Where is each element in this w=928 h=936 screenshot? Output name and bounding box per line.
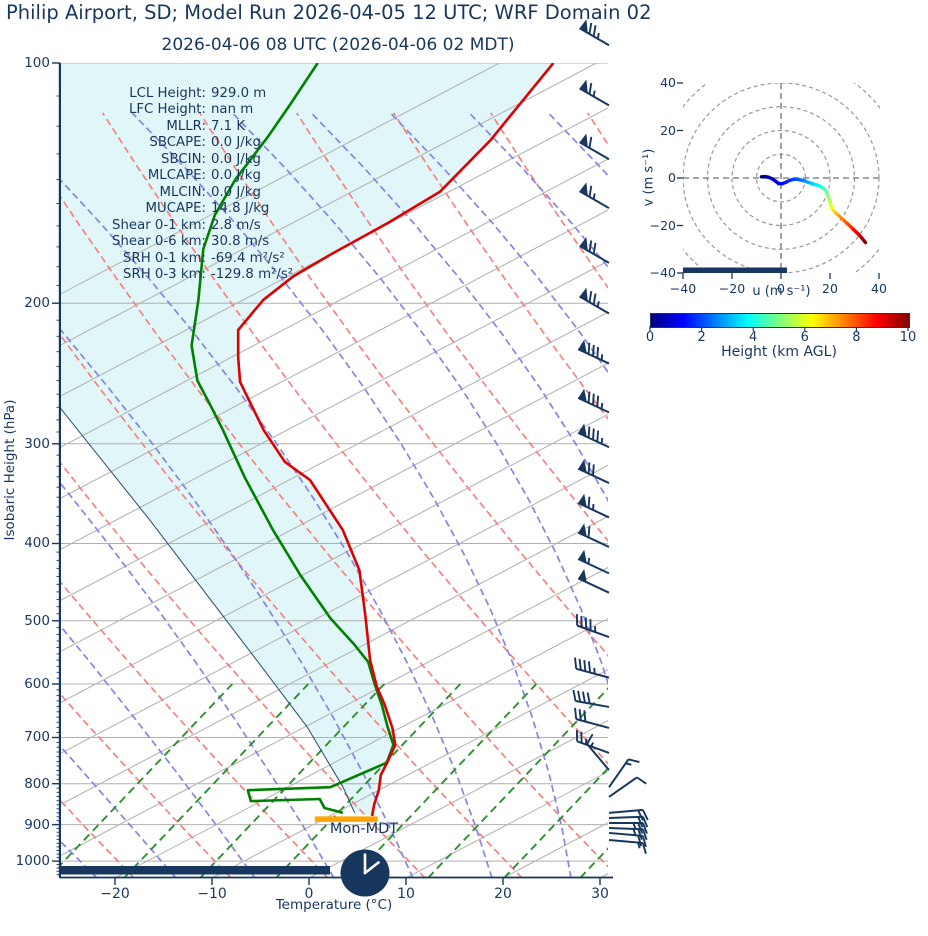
- hodo-u-tick-label: 0: [777, 281, 785, 296]
- temp-tick-label: 20: [494, 886, 512, 902]
- pressure-tick-label: 400: [24, 535, 50, 552]
- stat-value: 0.0 J/kg: [211, 168, 261, 184]
- pressure-tick-label: 800: [24, 775, 50, 792]
- stat-label: SBCAPE:: [149, 135, 206, 151]
- colorbar-tick-label: 8: [852, 330, 861, 345]
- valid-time-subtitle: 2026-04-06 08 UTC (2026-04-06 02 MDT): [161, 35, 515, 55]
- hodo-v-tick-label: 0: [668, 170, 676, 185]
- stat-label: LCL Height:: [129, 86, 206, 101]
- pressure-tick-label: 600: [24, 676, 50, 693]
- surface-time-label: Mon-MDT: [329, 821, 399, 837]
- stat-label: MLCAPE:: [147, 168, 206, 184]
- clock-icon: [340, 849, 390, 897]
- stat-value: -129.8 m²/s²: [211, 266, 294, 282]
- colorbar-tick-label: 6: [800, 330, 809, 345]
- stat-label: MLLR:: [166, 118, 206, 134]
- hodo-u-tick-label: −20: [718, 281, 746, 296]
- temperature-line: [236, 63, 555, 817]
- pressure-tick-label: 200: [24, 295, 50, 312]
- colorbar-label: Height (km AGL): [721, 344, 837, 360]
- temperature-axis-label: Temperature (°C): [275, 897, 393, 913]
- pressure-tick-label: 900: [24, 816, 50, 833]
- hodo-v-tick-label: −40: [649, 265, 676, 280]
- stat-value: 2.8 m/s: [211, 217, 261, 233]
- temp-tick-label: 0: [304, 886, 314, 902]
- time-progress-bar: [60, 866, 330, 875]
- colorbar-tick-label: 0: [645, 330, 655, 345]
- temp-tick-label: 30: [591, 886, 609, 902]
- stat-label: LFC Height:: [128, 102, 206, 118]
- dewpoint-line: [190, 63, 395, 815]
- colorbar-tick-label: 2: [697, 330, 706, 345]
- temp-tick-label: 10: [397, 886, 415, 902]
- stat-value: 0.0 J/kg: [211, 135, 261, 151]
- stat-value: 0.0 J/kg: [211, 184, 261, 200]
- stat-label: SRH 0-3 km:: [123, 266, 206, 282]
- temp-tick-label: −20: [100, 886, 130, 902]
- pressure-axis-label: Isobaric Height (hPa): [2, 399, 18, 541]
- sounding-stats-box: LCL Height: 929.0 m LFC Height: nan m MLLR: 7…: [58, 86, 293, 283]
- hodo-u-tick-label: −40: [669, 281, 697, 296]
- hodo-progress-bar: [683, 267, 787, 273]
- stat-label: SBCIN:: [161, 151, 206, 167]
- parcel-profile-line: [60, 406, 356, 814]
- height-colorbar: [650, 313, 910, 328]
- cin-shade-region: [60, 63, 554, 816]
- stat-label: Shear 0-6 km:: [112, 234, 206, 250]
- stat-value: 929.0 m: [211, 86, 267, 101]
- pressure-tick-label: 500: [24, 612, 50, 629]
- pressure-tick-label: 1000: [15, 853, 50, 870]
- stat-label: SRH 0-1 km:: [123, 250, 206, 266]
- page-title: Philip Airport, SD; Model Run 2026-04-05…: [6, 1, 652, 24]
- hodo-v-tick-label: 40: [660, 75, 676, 90]
- colorbar-tick-label: 10: [899, 330, 917, 345]
- wind-barb-column: [572, 19, 649, 855]
- stat-value: 0.0 J/kg: [211, 151, 261, 167]
- stat-value: 7.1 K: [211, 118, 246, 134]
- colorbar-tick-label: 4: [749, 330, 758, 345]
- stat-label: MLCIN:: [159, 184, 206, 200]
- hodo-u-tick-label: 40: [871, 281, 887, 296]
- stat-value: -69.4 m²/s²: [211, 250, 285, 266]
- stat-value: 14.8 J/kg: [211, 201, 270, 217]
- temp-tick-label: −10: [197, 886, 227, 902]
- hodograph-inset: [677, 82, 880, 279]
- hodo-v-tick-label: 20: [660, 122, 676, 138]
- stat-label: Shear 0-1 km:: [112, 217, 206, 233]
- pressure-tick-label: 100: [24, 55, 50, 71]
- hodo-v-tick-label: −20: [649, 217, 676, 233]
- pressure-tick-label: 300: [24, 435, 50, 452]
- stat-value: nan m: [211, 102, 254, 118]
- stat-value: 30.8 m/s: [211, 234, 270, 250]
- hodo-u-tick-label: 20: [822, 281, 838, 296]
- hodograph-u-axis-label: u (m s⁻¹): [752, 284, 811, 299]
- pressure-tick-label: 700: [24, 729, 50, 746]
- stat-label: MUCAPE:: [145, 201, 207, 217]
